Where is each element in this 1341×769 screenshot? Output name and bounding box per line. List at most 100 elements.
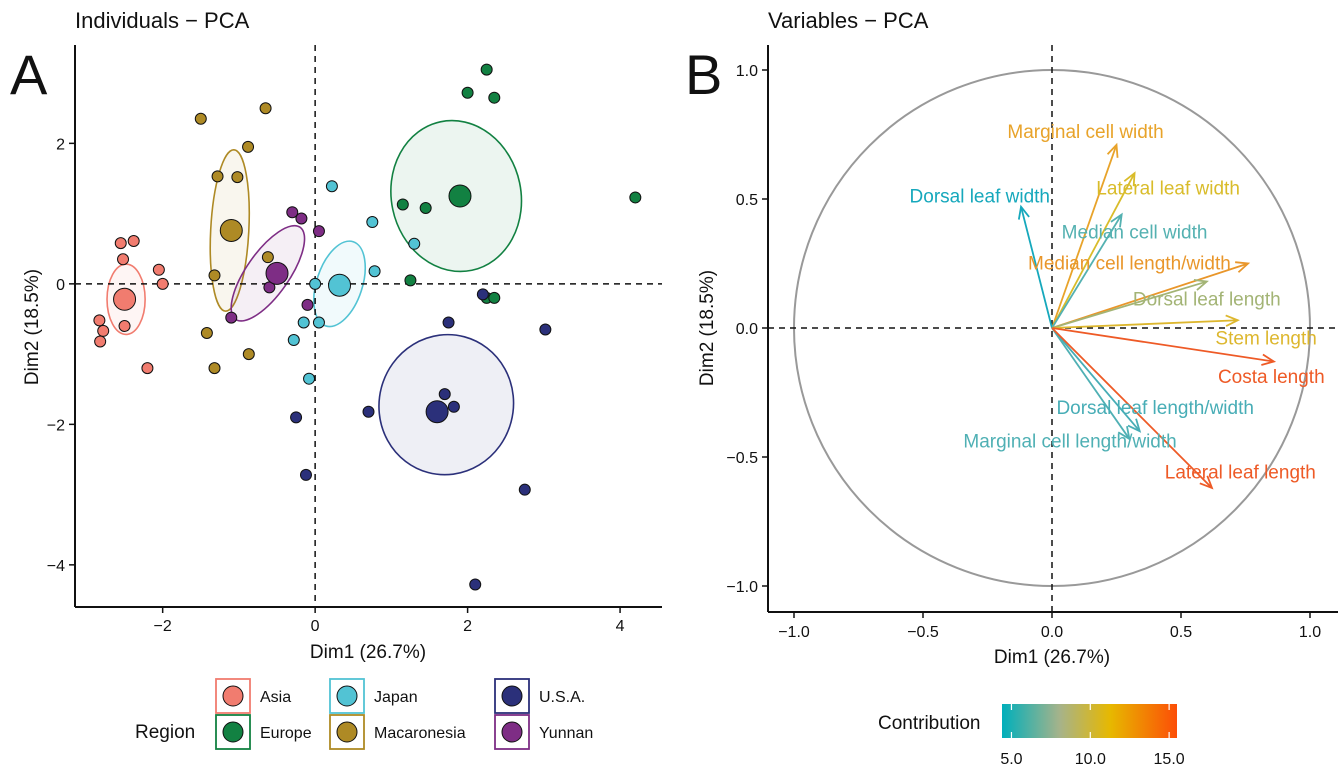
lateral-leaf-length-label: Lateral leaf length (1165, 462, 1316, 483)
japan-point (297, 316, 310, 329)
u-s-a-point (469, 578, 482, 591)
asia-point (94, 335, 107, 348)
dorsal-leaf-length-arrow (1051, 280, 1208, 329)
lateral-leaf-width-arrow (1051, 172, 1136, 329)
yunnan-legend-symbol (501, 721, 523, 743)
europe-legend-symbol (222, 721, 244, 743)
japan-legend-label: Japan (374, 689, 418, 706)
macaronesia-point (261, 251, 274, 264)
europe-point (404, 274, 417, 287)
dorsal-leaf-width-arrowhead (1017, 204, 1030, 220)
stem-length-label: Stem length (1215, 328, 1316, 349)
panel-b-y-tick-label: −0.5 (726, 450, 758, 467)
macaronesia-point (208, 269, 221, 282)
japan-point (287, 334, 300, 347)
lateral-leaf-length-arrow (1051, 327, 1213, 489)
macaronesia-centroid (219, 218, 243, 242)
yunnan-legend-label: Yunnan (539, 725, 593, 742)
europe-point (396, 198, 409, 211)
panel-b-axes: −1.0 −0.5 0.0 0.5 1.0 1.0 0.5 0.0 −0.5 −1.0 (726, 45, 1338, 641)
japan-point (303, 372, 316, 385)
panel-a-x-tick-label: 4 (616, 618, 625, 635)
macaronesia-legend-label: Macaronesia (374, 725, 466, 742)
median-cell-length-width-label: Median cell length/width (1028, 254, 1231, 275)
asia-point (141, 362, 154, 375)
u-s-a-legend-label: U.S.A. (539, 689, 585, 706)
japan-point (325, 180, 338, 193)
macaronesia-point (242, 140, 255, 153)
u-s-a-ellipse (378, 333, 515, 476)
yunnan-legend-key (494, 714, 530, 750)
panel-b-y-tick-label: 0.5 (736, 192, 758, 209)
panel-a-plot-area (75, 45, 662, 607)
u-s-a-point (299, 468, 312, 481)
panel-a-title: Individuals − PCA (75, 8, 250, 33)
europe-point (419, 201, 432, 214)
yunnan-point (312, 225, 325, 238)
panel-a-x-tick-label: 2 (463, 618, 472, 635)
japan-point (408, 237, 421, 250)
u-s-a-point (539, 323, 552, 336)
europe-point (488, 291, 501, 304)
japan-point (368, 265, 381, 278)
macaronesia-point (259, 102, 272, 115)
asia-point (97, 324, 110, 337)
asia-point (93, 314, 106, 327)
contribution-legend-title: Contribution (878, 713, 980, 734)
panel-b-x-tick-label: 0.0 (1041, 624, 1063, 641)
panel-a-y-tick-label: −4 (47, 558, 65, 575)
panel-b-title: Variables − PCA (768, 8, 929, 33)
yunnan-point (295, 212, 308, 225)
yunnan-point (286, 206, 299, 219)
marginal-cell-width-label: Marginal cell width (1007, 122, 1163, 143)
median-cell-width-label: Median cell width (1062, 223, 1208, 244)
panel-a-y-tick-label: 0 (56, 277, 65, 294)
japan-point (312, 316, 325, 329)
marginal-cell-length-width-arrowhead (1117, 426, 1131, 441)
macaronesia-point (242, 348, 255, 361)
costa-length-arrow (1051, 327, 1275, 363)
u-s-a-point (438, 388, 451, 401)
panel-a-x-tick-label: −2 (154, 618, 172, 635)
panel-a-axes: −2 0 2 4 2 0 −2 −4 (47, 45, 662, 635)
u-s-a-point (476, 288, 489, 301)
dorsal-leaf-length-width-arrow (1051, 327, 1141, 432)
contribution-colorbar (1002, 704, 1177, 738)
macaronesia-point (194, 112, 207, 125)
europe-centroid (448, 184, 472, 208)
u-s-a-point (290, 411, 303, 424)
median-cell-width-arrow (1051, 214, 1123, 329)
costa-length-arrowhead (1261, 353, 1277, 366)
u-s-a-point (447, 400, 460, 413)
europe-point (480, 63, 493, 76)
panel-b-letter: B (685, 43, 722, 106)
marginal-cell-length-width-arrow (1051, 327, 1131, 440)
panel-b-plot-area: Marginal cell width Lateral leaf width Dor… (768, 45, 1338, 612)
europe-point (461, 86, 474, 99)
stem-length-arrowhead (1225, 314, 1240, 327)
europe-point (488, 91, 501, 104)
panel-b-x-tick-label: 1.0 (1299, 624, 1321, 641)
asia-point (152, 263, 165, 276)
macaronesia-point (200, 327, 213, 340)
median-cell-width-arrowhead (1110, 212, 1123, 228)
variables-pca-panel: Variables − PCA B Marginal cell width Lat… (685, 8, 1338, 668)
panel-b-x-tick-label: −1.0 (778, 624, 810, 641)
asia-point (127, 234, 140, 247)
colorbar-tick-label: 5.0 (1000, 751, 1022, 768)
dorsal-leaf-length-width-arrowhead (1127, 418, 1142, 433)
region-legend: Region Asia Europe Japan Macaronesia U.S.A. Y… (135, 678, 593, 750)
marginal-cell-length-width-label: Marginal cell length/width (963, 432, 1176, 453)
u-s-a-point (442, 316, 455, 329)
u-s-a-legend-symbol (501, 685, 523, 707)
panel-a-y-tick-label: 2 (56, 136, 65, 153)
panel-b-x-tick-label: −0.5 (907, 624, 939, 641)
yunnan-point (225, 311, 238, 324)
japan-centroid (328, 273, 352, 297)
asia-legend-label: Asia (260, 689, 291, 706)
asia-point (117, 253, 130, 266)
colorbar-tick-label: 15.0 (1154, 751, 1185, 768)
dorsal-leaf-width-label: Dorsal leaf width (910, 186, 1050, 207)
panel-b-x-axis-label: Dim1 (26.7%) (994, 647, 1110, 668)
panel-b-x-tick-label: 0.5 (1170, 624, 1192, 641)
